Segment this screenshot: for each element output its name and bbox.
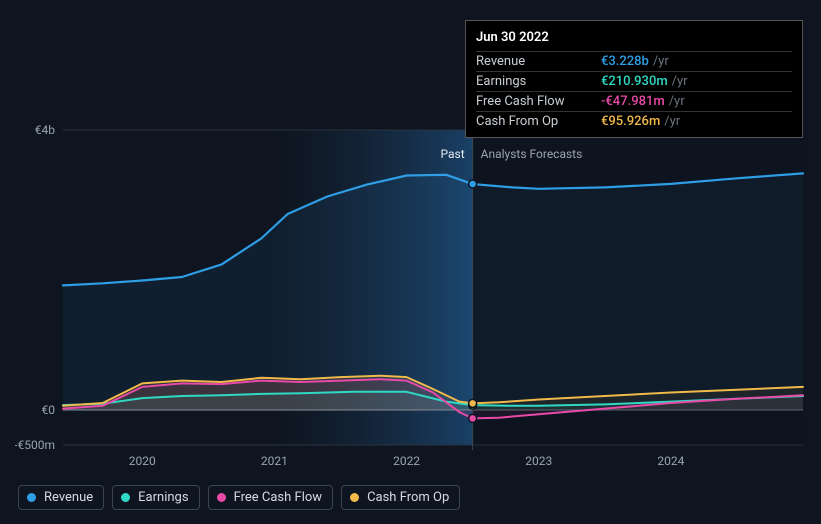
legend-item-cfo[interactable]: Cash From Op: [341, 485, 460, 510]
y-axis-label: -€500m: [15, 438, 55, 452]
legend-item-earnings[interactable]: Earnings: [112, 485, 199, 510]
tooltip-row: Cash From Op€95.926m/yr: [476, 111, 792, 131]
tooltip-metric-value: €95.926m: [601, 114, 660, 129]
legend-dot-icon: [350, 493, 359, 502]
tooltip-metric-value: €210.930m: [601, 74, 668, 89]
tooltip-rows: Revenue€3.228b/yrEarnings€210.930m/yrFre…: [476, 51, 792, 131]
legend-item-label: Revenue: [44, 490, 93, 505]
marker-cfo: [469, 399, 477, 407]
tooltip-unit: /yr: [672, 74, 688, 89]
x-axis-label: 2024: [657, 454, 684, 468]
x-axis-label: 2021: [261, 454, 288, 468]
forecast-label: Analysts Forecasts: [481, 147, 583, 161]
legend-item-label: Earnings: [138, 490, 188, 505]
tooltip-metric-value: €3.228b: [601, 54, 649, 69]
chart-tooltip: Jun 30 2022 Revenue€3.228b/yrEarnings€21…: [465, 20, 803, 138]
x-axis-label: 2022: [393, 454, 420, 468]
tooltip-metric-value: -€47.981m: [601, 94, 665, 109]
past-label: Past: [440, 147, 464, 161]
tooltip-unit: /yr: [664, 114, 680, 129]
tooltip-metric-label: Revenue: [476, 54, 601, 69]
tooltip-metric-label: Earnings: [476, 74, 601, 89]
legend-item-fcf[interactable]: Free Cash Flow: [208, 485, 333, 510]
y-axis-label: €4b: [35, 123, 55, 137]
x-axis-label: 2020: [129, 454, 156, 468]
legend-item-label: Cash From Op: [367, 490, 449, 505]
legend-dot-icon: [121, 493, 130, 502]
marker-revenue: [469, 180, 477, 188]
tooltip-row: Free Cash Flow-€47.981m/yr: [476, 91, 792, 111]
tooltip-unit: /yr: [669, 94, 685, 109]
tooltip-date: Jun 30 2022: [476, 27, 792, 51]
chart-legend: Revenue Earnings Free Cash Flow Cash From O…: [18, 485, 460, 510]
x-axis-label: 2023: [525, 454, 552, 468]
legend-dot-icon: [27, 493, 36, 502]
legend-dot-icon: [217, 493, 226, 502]
tooltip-unit: /yr: [653, 54, 669, 69]
tooltip-metric-label: Cash From Op: [476, 114, 601, 129]
legend-item-revenue[interactable]: Revenue: [18, 485, 104, 510]
tooltip-metric-label: Free Cash Flow: [476, 94, 601, 109]
tooltip-row: Revenue€3.228b/yr: [476, 51, 792, 71]
marker-fcf: [469, 414, 477, 422]
y-axis-label: €0: [42, 403, 56, 417]
legend-item-label: Free Cash Flow: [234, 490, 322, 505]
tooltip-row: Earnings€210.930m/yr: [476, 71, 792, 91]
